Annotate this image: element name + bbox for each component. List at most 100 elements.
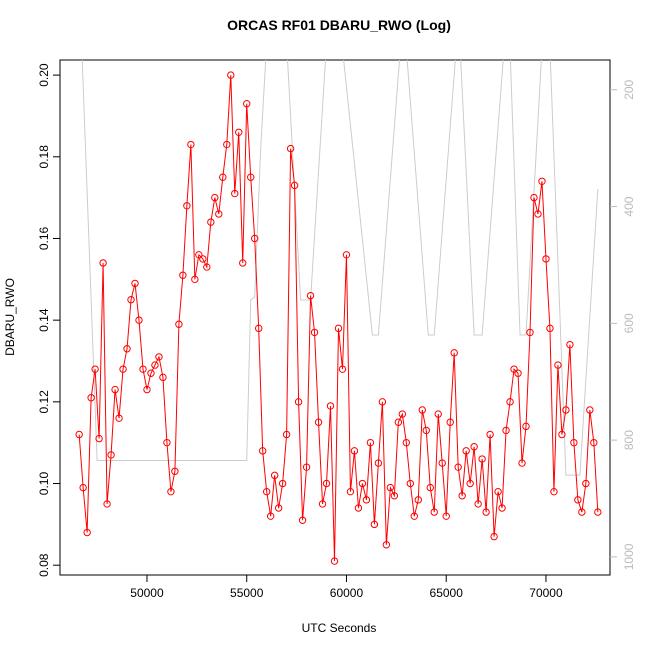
data-point: [534, 210, 542, 218]
data-point: [254, 324, 263, 333]
data-point: [350, 447, 359, 455]
data-point: [75, 430, 83, 439]
x-axis-label: UTC Seconds: [302, 621, 377, 635]
data-point: [199, 255, 207, 263]
data-point: [290, 181, 299, 190]
data-point: [258, 447, 267, 455]
data-point: [570, 438, 578, 447]
data-point: [143, 385, 151, 394]
data-point: [538, 177, 546, 185]
data-point: [446, 418, 454, 426]
data-point: [518, 459, 526, 467]
data-point: [278, 479, 287, 488]
data-point: [578, 508, 586, 516]
data-point: [442, 512, 450, 520]
data-point: [274, 504, 283, 512]
data-point: [167, 487, 175, 496]
data-point: [402, 438, 411, 447]
data-point: [478, 455, 486, 463]
data-point: [506, 398, 514, 406]
y-tick-label: 0.18: [37, 145, 51, 169]
data-point: [266, 512, 275, 520]
data-point: [195, 251, 203, 259]
data-point: [390, 492, 399, 500]
data-point: [99, 259, 107, 267]
data-point: [207, 218, 215, 226]
x-tick-label: 55000: [230, 586, 264, 600]
data-point: [406, 479, 415, 488]
data-point: [530, 193, 538, 202]
data-point: [103, 500, 111, 508]
data-point: [175, 320, 183, 328]
data-point: [398, 410, 407, 418]
data-point: [262, 487, 271, 496]
data-point: [490, 532, 498, 541]
data-point: [135, 316, 143, 324]
data-point: [298, 516, 307, 524]
data-point: [542, 255, 550, 263]
y-axis-label: DBARU_RWO: [3, 278, 17, 356]
data-point: [147, 369, 155, 377]
data-point: [127, 296, 135, 304]
x-tick-label: 60000: [330, 586, 364, 600]
data-point: [494, 487, 502, 496]
x-tick-label: 65000: [430, 586, 464, 600]
x-tick-label: 50000: [130, 586, 164, 600]
data-point: [302, 463, 311, 471]
data-point: [159, 373, 167, 382]
data-point: [211, 193, 219, 202]
data-point: [107, 451, 115, 459]
data-point: [243, 99, 251, 108]
data-point: [554, 361, 562, 369]
y-tick-label: 0.20: [37, 63, 51, 87]
data-point: [334, 324, 343, 333]
data-point: [458, 492, 466, 500]
data-point: [438, 459, 446, 467]
data-point: [482, 508, 490, 516]
data-point: [282, 430, 291, 439]
data-point: [306, 291, 315, 300]
plot-area: [75, 60, 602, 565]
data-point: [566, 340, 574, 349]
data-point: [346, 487, 355, 496]
data-point: [522, 422, 530, 431]
data-point: [410, 512, 418, 520]
data-point: [338, 365, 347, 373]
data-point: [203, 263, 211, 271]
data-point: [87, 394, 95, 402]
plot-frame: [59, 59, 611, 576]
data-point: [239, 259, 247, 267]
data-point: [454, 463, 462, 471]
data-point: [378, 398, 387, 406]
data-point: [562, 406, 570, 414]
data-point: [474, 500, 482, 508]
y-tick-label: 0.10: [37, 472, 51, 496]
data-point: [286, 144, 295, 153]
y2-tick-label: 600: [622, 313, 636, 333]
data-point: [418, 406, 426, 414]
data-point: [550, 487, 558, 496]
data-point: [366, 438, 375, 447]
secondary-line: [81, 60, 599, 476]
data-point: [123, 345, 131, 353]
data-point: [466, 479, 474, 488]
data-point: [83, 528, 91, 537]
data-point: [131, 279, 139, 288]
data-point: [111, 385, 119, 394]
data-point: [354, 504, 363, 512]
data-point: [155, 353, 163, 361]
data-point: [91, 365, 99, 373]
data-point: [358, 479, 367, 488]
y2-tick-label: 400: [622, 196, 636, 216]
data-point: [183, 202, 191, 210]
data-point: [342, 251, 351, 259]
data-point: [434, 410, 442, 418]
data-point: [163, 438, 171, 447]
data-point: [171, 467, 179, 475]
data-point: [139, 365, 147, 373]
data-point: [187, 140, 195, 149]
data-point: [526, 328, 534, 337]
data-point: [191, 275, 199, 284]
data-point: [514, 369, 522, 377]
data-point: [251, 234, 259, 243]
